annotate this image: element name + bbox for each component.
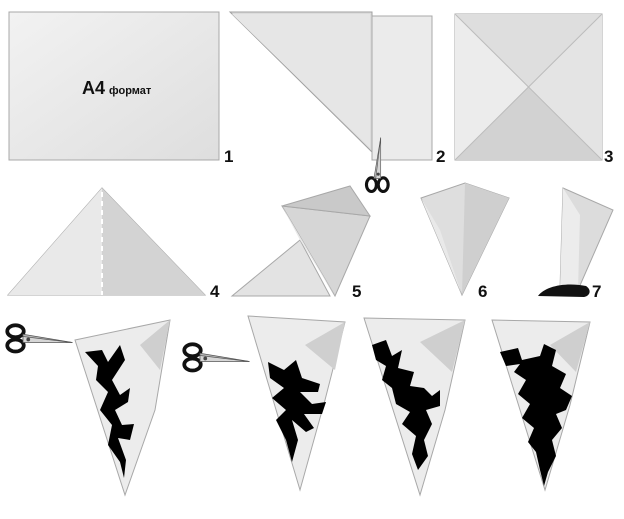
cut-pattern-3: [363, 317, 466, 497]
hand-shape: [538, 284, 590, 297]
step-2-fold-and-cut: [228, 11, 433, 194]
step-number-4: 4: [210, 282, 220, 301]
step-4-triangle-fold: [6, 187, 207, 296]
step-number-2: 2: [436, 147, 446, 166]
scissors-icon: [182, 342, 252, 373]
cut-pattern-1: [5, 319, 171, 497]
step-3-square-creased: [454, 13, 603, 161]
step-number-6: 6: [478, 282, 488, 301]
step-1-a4-sheet: [8, 11, 220, 161]
scissors-icon: [5, 323, 75, 354]
step-number-5: 5: [352, 282, 362, 301]
step-number-7: 7: [592, 282, 602, 301]
step-7-trimmed-cone: [538, 187, 614, 297]
step-number-3: 3: [604, 147, 614, 166]
a4-size-text: A4: [82, 78, 106, 98]
step-number-1: 1: [224, 147, 234, 166]
cut-pattern-4: [491, 319, 591, 492]
a4-format-label: A4 формат: [82, 78, 151, 99]
step-6-narrow-cone: [420, 182, 510, 297]
cut-pattern-2: [182, 315, 346, 492]
step-5-fold-thirds: [230, 185, 372, 298]
a4-format-word: формат: [109, 85, 152, 97]
